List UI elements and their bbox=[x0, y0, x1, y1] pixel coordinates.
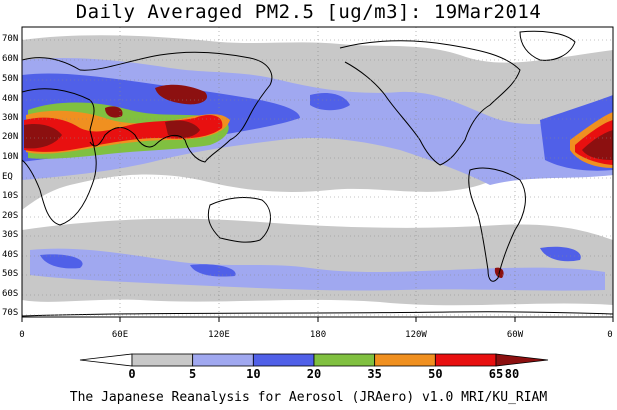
colorbar-cell-0 bbox=[79, 353, 133, 367]
pm25-band-lightblue-south bbox=[30, 248, 605, 291]
lat-label-10s: 10S bbox=[2, 191, 19, 201]
pm25-band-darkred bbox=[24, 84, 208, 149]
lon-label-180: 180 bbox=[309, 330, 327, 340]
pm25-band-darkred-east bbox=[582, 130, 613, 160]
lon-label-0-left: 0 bbox=[19, 330, 25, 340]
colorbar-label-0: 0 bbox=[128, 367, 136, 381]
colorbar-cell-1 bbox=[131, 353, 194, 367]
pm25-band-blue-ne-pacific bbox=[310, 93, 350, 111]
colorbar-label-3: 20 bbox=[306, 367, 322, 381]
coast-africa bbox=[22, 88, 97, 226]
lat-label-20n: 20N bbox=[2, 132, 19, 142]
lon-label-120e: 120E bbox=[208, 330, 230, 340]
lon-label-60w: 60W bbox=[506, 330, 524, 340]
lat-label-50s: 50S bbox=[2, 269, 19, 279]
colorbar-label-7: 80 bbox=[504, 367, 520, 381]
lat-label-70n: 70N bbox=[2, 34, 19, 44]
coast-antarctic bbox=[22, 311, 613, 317]
lat-label-10n: 10N bbox=[2, 152, 19, 162]
lat-label-eq: EQ bbox=[2, 172, 13, 182]
lat-label-60n: 60N bbox=[2, 54, 19, 64]
colorbar-cell-7 bbox=[495, 353, 549, 367]
lat-label-20s: 20S bbox=[2, 211, 19, 221]
coast-australia bbox=[207, 197, 271, 243]
pm25-fields bbox=[22, 35, 613, 306]
lat-label-40n: 40N bbox=[2, 94, 19, 104]
footer-credit: The Japanese Reanalysis for Aerosol (JRA… bbox=[69, 390, 548, 405]
colorbar-label-2: 10 bbox=[246, 367, 261, 381]
colorbar-cell-3 bbox=[252, 353, 315, 367]
lat-label-70s: 70S bbox=[2, 308, 19, 318]
lon-label-60e: 60E bbox=[111, 330, 129, 340]
lat-label-30s: 30S bbox=[2, 230, 19, 240]
map-title: Daily Averaged PM2.5 [ug/m3]: 19Mar2014 bbox=[75, 1, 542, 23]
pm25-map bbox=[21, 26, 614, 322]
lat-label-40s: 40S bbox=[2, 250, 19, 260]
coast-south-america bbox=[468, 167, 526, 282]
lat-label-60s: 60S bbox=[2, 289, 19, 299]
coastlines bbox=[22, 30, 613, 317]
colorbar-label-6: 65 bbox=[488, 367, 504, 381]
axis-ticks bbox=[21, 317, 614, 322]
lon-label-120w: 120W bbox=[405, 330, 427, 340]
colorbar-label-1: 5 bbox=[189, 367, 197, 381]
colorbar-cell-5 bbox=[374, 353, 436, 367]
lon-label-0-right: 0 bbox=[607, 330, 613, 340]
colorbar-label-5: 50 bbox=[428, 367, 443, 381]
colorbar-cell-4 bbox=[313, 353, 376, 367]
colorbar-cell-6 bbox=[434, 353, 497, 367]
coast-europe-asia bbox=[22, 51, 273, 163]
colorbar bbox=[79, 353, 549, 367]
colorbar-cell-2 bbox=[192, 353, 254, 367]
coast-north-america bbox=[339, 40, 521, 166]
lat-label-30n: 30N bbox=[2, 113, 19, 123]
graticule bbox=[22, 27, 613, 317]
colorbar-label-4: 35 bbox=[367, 367, 382, 381]
lat-label-50n: 50N bbox=[2, 74, 19, 84]
coast-greenland bbox=[519, 30, 576, 61]
